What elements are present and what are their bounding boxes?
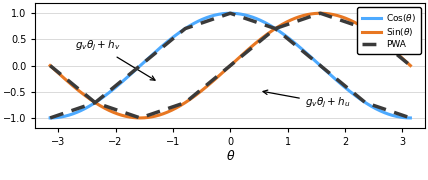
- Text: $g_v\theta_j + h_v$: $g_v\theta_j + h_v$: [75, 39, 155, 80]
- X-axis label: $\theta$: $\theta$: [226, 149, 235, 163]
- Legend: Cos($\theta$), Sin($\theta$), PWA: Cos($\theta$), Sin($\theta$), PWA: [357, 7, 421, 54]
- Text: $g_v\theta_j + h_u$: $g_v\theta_j + h_u$: [263, 90, 350, 111]
